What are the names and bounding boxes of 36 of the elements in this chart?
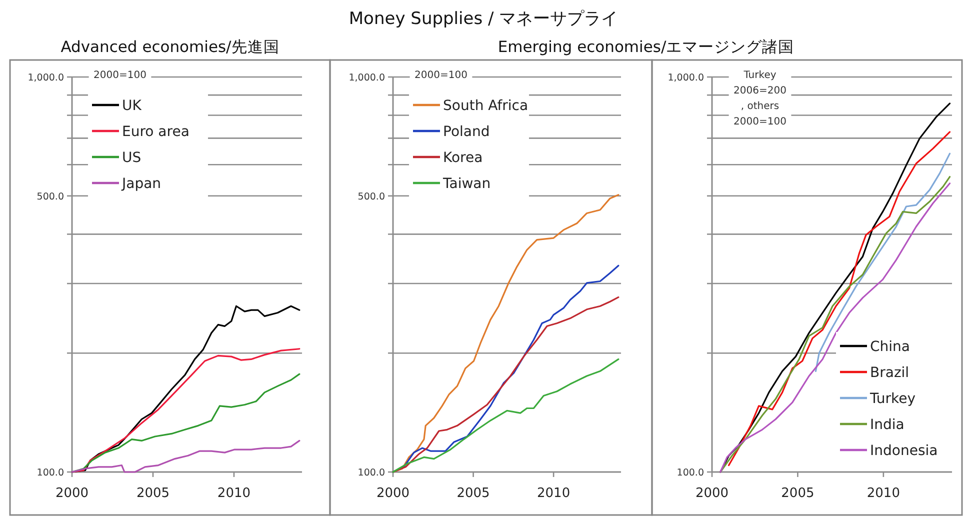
y-tick-label: 100.0	[676, 468, 704, 478]
y-tick-label: 1,000.0	[28, 72, 64, 84]
y-tick-label: 1,000.0	[348, 72, 385, 84]
chart-subtitle: Advanced economies/先進国	[60, 38, 280, 56]
legend-label: South Africa	[443, 98, 528, 114]
legend-label: Turkey	[869, 391, 916, 407]
legend-label: China	[870, 339, 910, 355]
annotation: Turkey 2006=200 , others 2000=100	[734, 70, 786, 128]
x-tick-label: 2000	[376, 486, 410, 501]
legend-label: Japan	[121, 176, 162, 192]
chart-subtitle: Emerging economies/エマージング諸国	[498, 38, 794, 56]
y-tick-label: 1,000.0	[668, 72, 704, 84]
legend-label: Poland	[443, 124, 490, 140]
legend-label: Indonesia	[870, 443, 938, 459]
x-tick-label: 2010	[217, 486, 251, 501]
x-tick-label: 2005	[456, 486, 490, 501]
y-tick-label: 100.0	[36, 468, 64, 478]
legend-label: Taiwan	[442, 176, 491, 192]
x-tick-label: 2010	[866, 486, 900, 501]
y-tick-label: 500.0	[358, 191, 385, 202]
annotation: 2000=100	[414, 70, 468, 81]
legend-label: Euro area	[122, 124, 190, 140]
annotation: 2000=100	[94, 70, 146, 81]
text: Money Supplies / マネーサプライ	[348, 9, 618, 29]
x-tick-label: 2005	[136, 486, 170, 501]
x-tick-label: 2010	[537, 486, 570, 501]
x-tick-label: 2000	[695, 486, 729, 501]
legend-label: UK	[122, 98, 142, 114]
legend-label: Korea	[443, 150, 483, 166]
y-tick-label: 500.0	[36, 191, 64, 202]
y-tick-label: 100.0	[358, 468, 385, 478]
legend-label: India	[870, 417, 904, 433]
legend-label: Brazil	[870, 365, 910, 381]
legend-label: US	[122, 150, 142, 166]
x-tick-label: 2005	[781, 486, 814, 501]
x-tick-label: 2000	[55, 486, 89, 501]
